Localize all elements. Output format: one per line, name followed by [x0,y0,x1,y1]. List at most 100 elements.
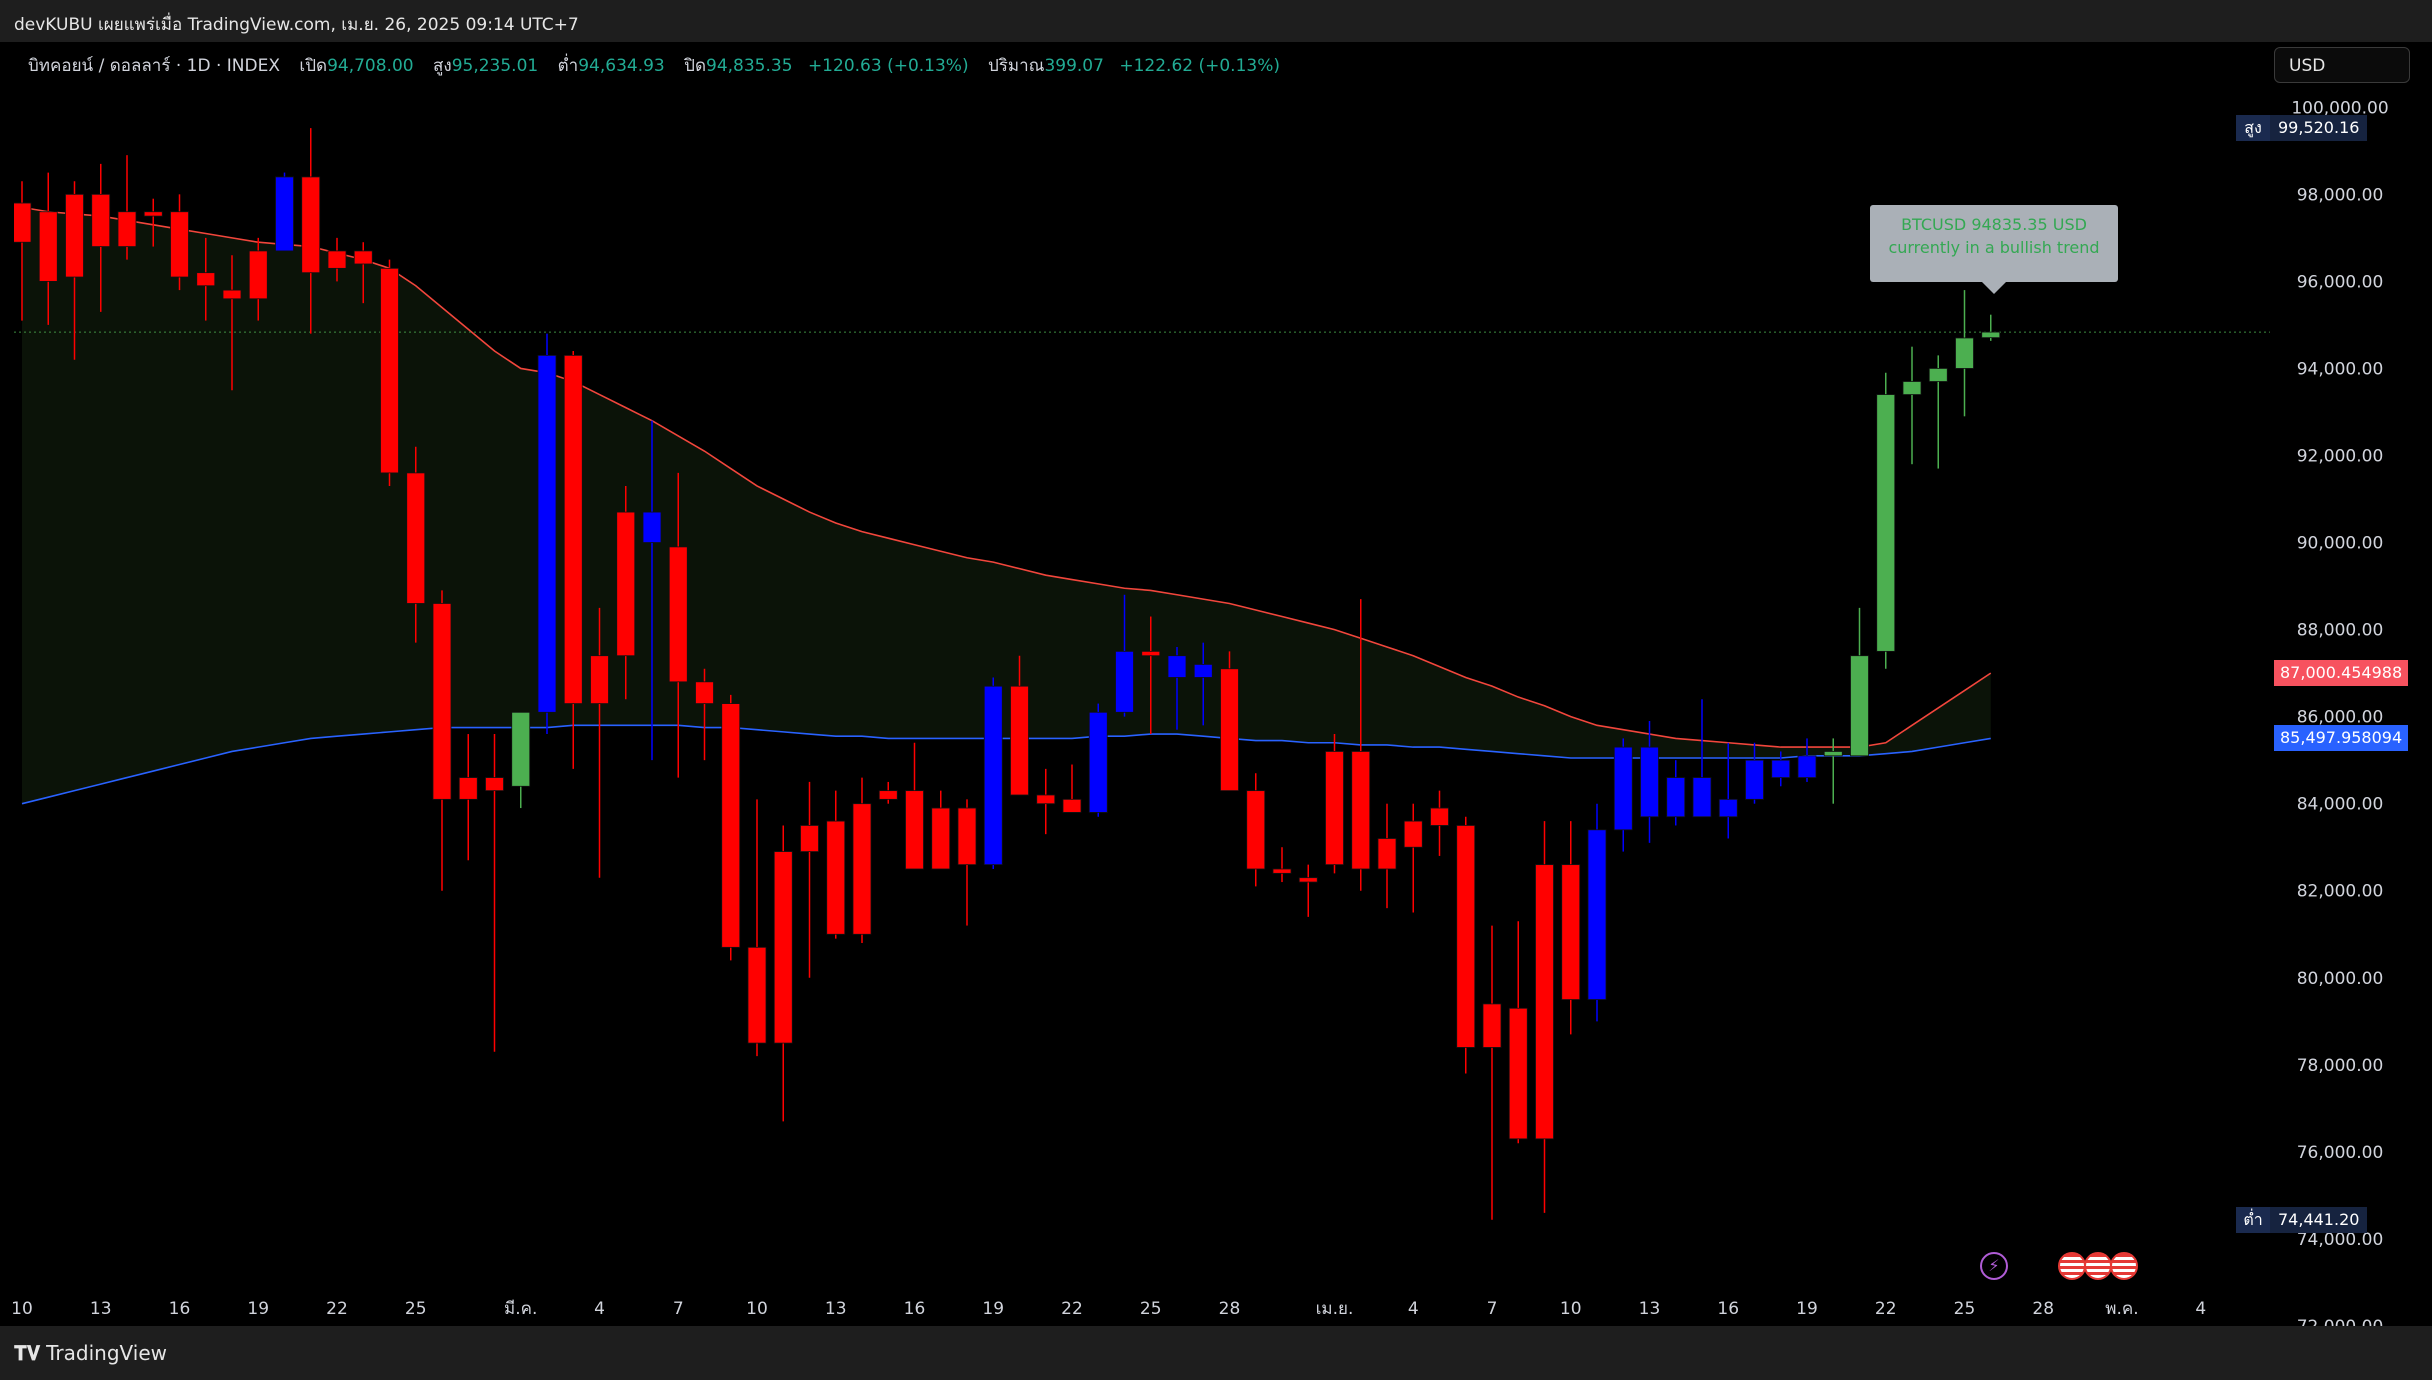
open-label: เปิด [299,56,328,76]
candle-body [275,176,294,252]
candle [1062,764,1082,813]
candle-body [458,777,478,800]
candle-body [1928,368,1948,382]
x-tick-label: 4 [1408,1299,1419,1319]
candle-body [1062,798,1082,813]
candle-body [38,211,58,282]
x-tick-label: 10 [11,1299,33,1319]
candle-body [301,176,321,274]
x-tick-label: 16 [169,1299,191,1319]
candle-body [65,193,84,278]
x-tick-label: 28 [2032,1299,2054,1319]
low-tag-value: 74,441.20 [2270,1206,2368,1233]
candle-body [117,211,137,247]
x-tick-label: 7 [673,1299,684,1319]
candle-body [616,511,636,657]
y-tick-label: 98,000.00 [2297,185,2384,205]
high-price-label: สูง 99,520.16 [2236,115,2368,142]
candle-body [248,250,268,300]
candle [1351,599,1371,891]
bottom-bar: 𝐓𝐕 TradingView [0,1326,2432,1380]
candle [1325,734,1344,874]
candles [14,128,2001,1220]
candle [773,825,793,1122]
candle [1010,655,1029,796]
price-callout: BTCUSD 94835.35 USD currently in a bulli… [1870,205,2118,282]
candle [196,237,216,321]
high-tag: สูง [2244,118,2262,138]
candle [1272,847,1292,883]
candle [905,742,924,870]
x-tick-label: 13 [90,1299,112,1319]
candle [721,694,741,961]
ema-red-price-label: 87,000.454988 [2274,660,2409,687]
candle-body [432,603,452,800]
y-tick-label: 78,000.00 [2297,1056,2384,1076]
us-flag-icon[interactable] [2084,1252,2112,1280]
candle [65,181,84,360]
close-label: ปิด [684,56,706,76]
candle-body [826,820,846,935]
candle-body [747,946,767,1044]
candle [406,446,426,643]
candle [931,790,951,870]
currency-button[interactable]: USD [2274,47,2410,83]
candle-body [1902,381,1922,395]
change-value: +120.63 (+0.13%) [807,56,969,76]
candle-body [1377,838,1397,870]
candle [826,790,846,939]
candle-body [91,193,111,247]
candle-body [563,354,583,704]
candle-body [537,354,557,713]
tradingview-logo-text: TradingView [46,1341,167,1365]
candle [852,777,872,943]
candle [38,172,58,325]
y-tick-label: 96,000.00 [2297,272,2384,292]
candle-body [222,289,242,300]
x-tick-label: 4 [2195,1299,2206,1319]
lightning-icon[interactable]: ⚡ [1980,1252,2008,1280]
candle [1377,803,1397,909]
candle [1430,790,1449,856]
candle-body [1036,794,1056,805]
candle [117,155,137,260]
candle [432,590,452,891]
us-flag-icon[interactable] [2110,1252,2138,1280]
volume-value: 399.07 [1044,56,1104,76]
symbol-name: บิทคอยน์ / ดอลลาร์ · 1D · INDEX [28,56,280,76]
callout-pointer [1982,282,2006,294]
candle-body [143,211,163,217]
candle-body [406,472,426,604]
callout-line-2: currently in a bullish trend [1888,238,2100,257]
low-value: 94,634.93 [578,56,665,76]
candle-body [668,546,688,683]
candle-body [1246,790,1266,870]
ema-red-line [21,206,1992,748]
candle-body [1745,759,1764,800]
tradingview-logo-icon: 𝐓𝐕 [14,1341,41,1365]
candle-body [1220,668,1239,792]
candle-body [957,807,977,866]
y-tick-label: 94,000.00 [2297,359,2384,379]
candle-body [1508,1007,1528,1140]
candle [1561,821,1581,1035]
candle [1508,921,1528,1144]
candlestick-chart[interactable]: 100,000.00 98,000.00 96,000.00 94,000.00 92,… [0,0,2432,1326]
candle-body [1876,394,1896,652]
candle-body [931,807,951,870]
tradingview-logo[interactable]: 𝐓𝐕 TradingView [14,1341,167,1365]
candle-body [1771,759,1791,778]
us-flag-icon[interactable] [2058,1252,2086,1280]
candle-body [1167,655,1187,678]
candle [1403,803,1423,913]
candle-body [1141,650,1161,657]
candle [1456,816,1476,1074]
candle-body [1797,755,1817,778]
candle [1535,821,1554,1213]
y-tick-label: 84,000.00 [2297,795,2384,815]
x-tick-label: เม.ย. [1316,1299,1354,1319]
high-value: 95,235.01 [451,56,539,76]
low-price-label: ต่ำ 74,441.20 [2236,1206,2368,1233]
x-tick-label: 10 [746,1299,768,1319]
candle-body [353,250,373,265]
